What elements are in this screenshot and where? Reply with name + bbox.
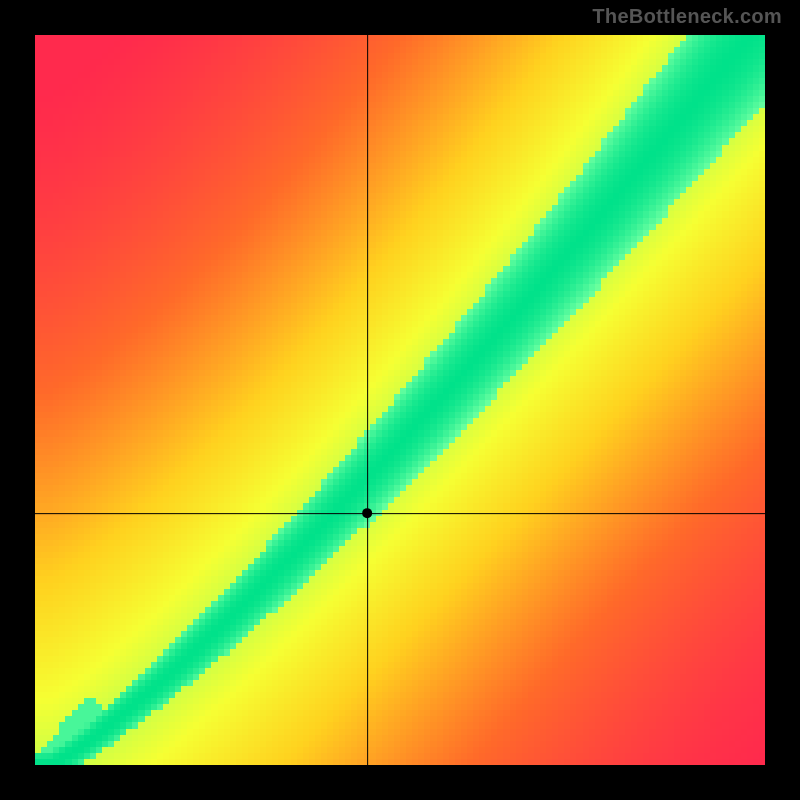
watermark-text: TheBottleneck.com: [592, 6, 782, 29]
bottleneck-heatmap: [0, 0, 800, 800]
chart-wrapper: TheBottleneck.com: [0, 0, 800, 800]
